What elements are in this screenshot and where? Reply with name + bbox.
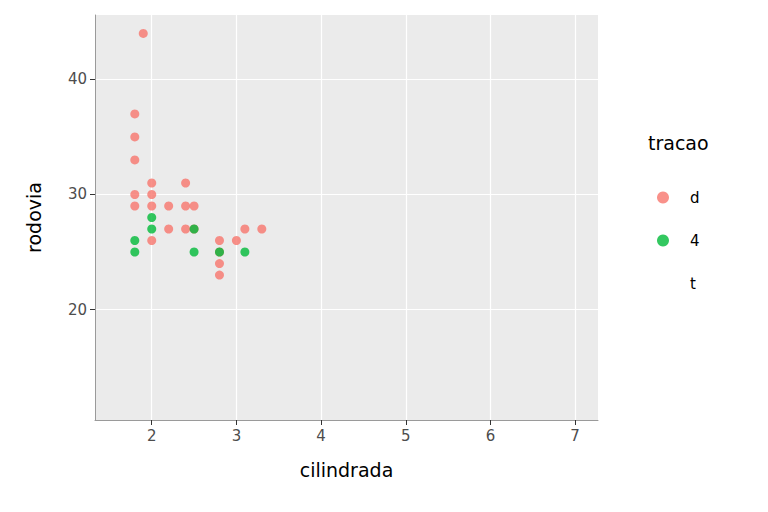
svg-text:cilindrada: cilindrada (300, 459, 394, 481)
svg-text:2: 2 (147, 427, 157, 445)
svg-text:t: t (690, 275, 696, 293)
svg-text:3: 3 (232, 427, 242, 445)
svg-text:tracao: tracao (648, 132, 709, 154)
svg-text:40: 40 (68, 70, 87, 88)
svg-text:6: 6 (486, 427, 496, 445)
svg-text:30: 30 (68, 185, 87, 203)
svg-text:4: 4 (316, 427, 326, 445)
svg-text:4: 4 (690, 232, 700, 250)
svg-text:20: 20 (68, 301, 87, 319)
svg-text:rodovia: rodovia (23, 182, 45, 253)
svg-text:5: 5 (401, 427, 411, 445)
svg-text:7: 7 (570, 427, 580, 445)
svg-text:d: d (690, 189, 700, 207)
